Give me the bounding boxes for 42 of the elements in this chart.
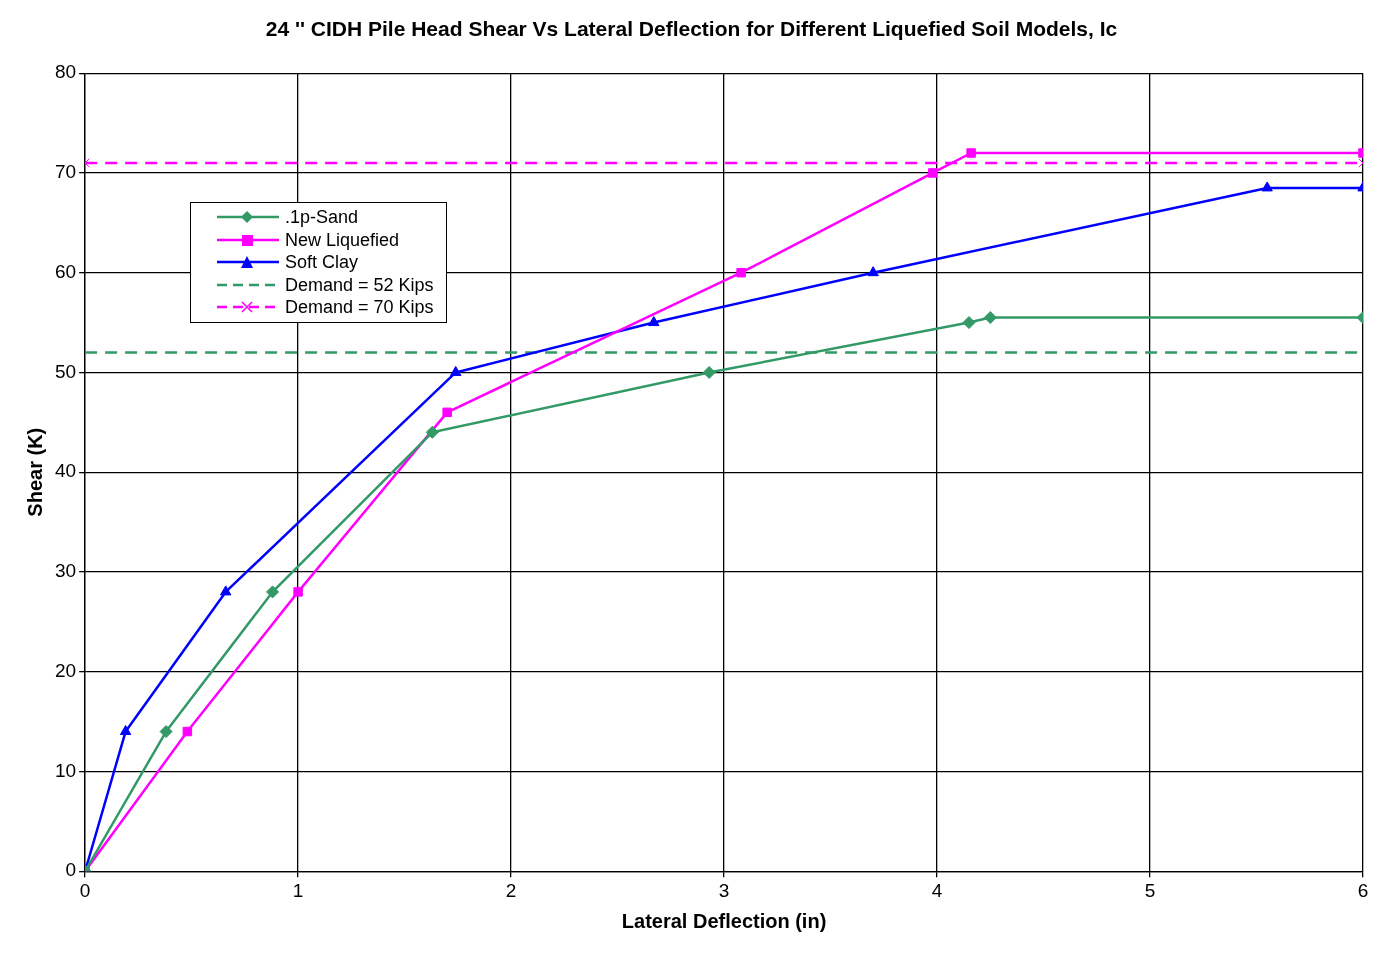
point xyxy=(648,316,660,327)
point xyxy=(425,425,439,439)
point xyxy=(928,168,938,178)
point xyxy=(962,316,976,330)
x-tick-label: 0 xyxy=(79,879,91,901)
x-tick-label: 4 xyxy=(931,879,943,901)
legend-label: .1p-Sand xyxy=(285,206,359,229)
point xyxy=(1261,181,1273,192)
point xyxy=(966,148,976,158)
point xyxy=(220,585,232,596)
legend-label: New Liquefied xyxy=(285,228,400,251)
y-axis-title: Shear (K) xyxy=(23,427,46,517)
legend-label: Soft Clay xyxy=(285,251,359,274)
x-axis-title: Lateral Deflection (in) xyxy=(621,909,827,932)
point xyxy=(736,267,746,278)
x-tick-label: 3 xyxy=(718,879,730,901)
y-tick-label: 0 xyxy=(65,859,77,881)
y-tick-label: 60 xyxy=(54,260,77,282)
point xyxy=(702,365,716,379)
point xyxy=(867,266,879,277)
point xyxy=(159,725,173,739)
y-tick-label: 80 xyxy=(54,61,77,83)
point xyxy=(442,407,452,418)
x-tick-label: 1 xyxy=(292,879,304,901)
legend-label: Demand = 52 Kips xyxy=(285,273,434,296)
y-tick-label: 50 xyxy=(54,360,77,382)
x-tick-label: 2 xyxy=(505,879,517,901)
y-tick-label: 70 xyxy=(54,161,77,183)
y-tick-label: 30 xyxy=(54,560,77,582)
legend-label: Demand = 70 Kips xyxy=(285,296,434,319)
x-tick-label: 6 xyxy=(1357,879,1369,901)
point xyxy=(450,365,462,376)
y-tick-label: 20 xyxy=(54,659,77,681)
y-tick-label: 40 xyxy=(54,460,77,482)
y-tick-label: 10 xyxy=(54,759,77,781)
point xyxy=(119,725,132,736)
point xyxy=(182,726,193,737)
point xyxy=(983,311,997,325)
x-tick-label: 5 xyxy=(1144,879,1156,901)
point xyxy=(266,585,280,599)
chart-title: 24 '' CIDH Pile Head Shear Vs Lateral Deflection for Different Liquefied Soil Models, Ic xyxy=(265,17,1118,41)
point xyxy=(293,587,303,597)
